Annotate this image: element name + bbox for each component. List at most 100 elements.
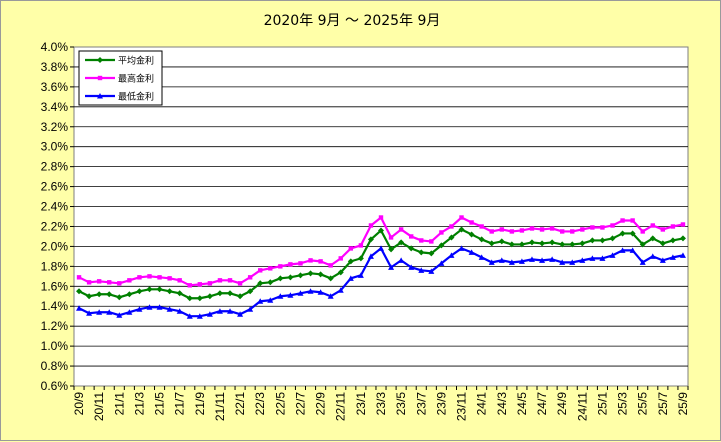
data-point (479, 224, 484, 229)
data-point (599, 255, 606, 261)
data-point (126, 291, 133, 298)
data-point (308, 258, 313, 263)
y-tick-label: 3.8% (41, 60, 69, 74)
data-point (458, 245, 465, 251)
data-point (76, 275, 82, 280)
chart-title: 2020年 9月 ～ 2025年 9月 (264, 13, 441, 29)
series-lines (76, 215, 686, 319)
data-point (438, 242, 445, 249)
data-point (639, 259, 646, 265)
data-point (96, 309, 103, 315)
data-point (317, 289, 324, 295)
data-point (408, 234, 414, 239)
x-tick-label: 23/5 (394, 392, 408, 416)
x-axis-ticks: 20/9 20/11 21/1 21/3 21/5 21/7 21/9 21/11 22/1 22… (72, 386, 690, 421)
data-point (659, 240, 666, 247)
legend-marker (97, 75, 103, 81)
data-point (347, 275, 354, 281)
data-point (357, 272, 364, 278)
data-point (620, 218, 625, 223)
data-point (488, 240, 495, 247)
data-point (86, 310, 93, 316)
x-tick-label: 23/1 (354, 392, 368, 416)
data-point (86, 280, 92, 285)
data-point (86, 293, 93, 300)
x-tick-label: 25/9 (676, 392, 690, 416)
data-point (347, 258, 354, 265)
data-point (570, 229, 575, 234)
x-tick-label: 22/9 (314, 392, 328, 416)
data-point (398, 239, 405, 246)
data-point (106, 291, 113, 298)
data-point (539, 240, 546, 247)
data-point (358, 243, 364, 248)
data-point (378, 215, 384, 220)
y-tick-label: 1.0% (41, 339, 69, 353)
x-tick-label: 24/1 (475, 392, 489, 416)
data-point (176, 308, 183, 314)
data-point (448, 234, 455, 241)
y-axis-ticks: 0.6% 0.8% 1.0% 1.2% 1.4% 1.6% 1.8% 2.0% 2.2% 2.4%… (41, 40, 74, 393)
data-point (469, 220, 474, 225)
data-point (459, 215, 464, 220)
data-point (569, 259, 576, 265)
data-point (468, 231, 475, 238)
data-point (257, 298, 264, 304)
y-tick-label: 1.4% (41, 299, 69, 313)
data-point (610, 223, 615, 228)
data-point (297, 290, 304, 296)
data-point (166, 306, 173, 312)
x-tick-label: 22/5 (273, 392, 287, 416)
y-tick-label: 1.6% (41, 279, 69, 293)
data-point (589, 255, 596, 261)
data-point (147, 274, 152, 279)
legend-label: 最高金利 (118, 73, 154, 85)
x-tick-label: 20/9 (72, 392, 86, 416)
data-point (478, 254, 485, 260)
data-point (106, 309, 113, 315)
data-point (217, 278, 223, 283)
data-point (258, 268, 263, 273)
data-point (528, 239, 535, 246)
data-point (579, 240, 586, 247)
data-point (609, 252, 616, 258)
y-tick-label: 2.2% (41, 219, 69, 233)
x-tick-label: 23/3 (374, 392, 388, 416)
data-point (96, 291, 103, 298)
data-point (519, 228, 525, 233)
data-point (216, 308, 223, 314)
data-point (398, 227, 404, 232)
data-point (659, 257, 666, 263)
data-point (107, 280, 112, 285)
data-point (126, 309, 133, 315)
legend-label: 平均金利 (118, 55, 154, 67)
data-point (247, 288, 254, 295)
y-tick-label: 1.8% (41, 259, 69, 273)
x-tick-label: 21/3 (132, 392, 146, 416)
data-point (428, 250, 435, 257)
data-point (418, 249, 425, 256)
data-point (287, 274, 294, 281)
data-point (388, 235, 394, 240)
data-point (679, 252, 686, 258)
data-point (660, 227, 666, 232)
data-point (227, 308, 234, 314)
data-point (267, 297, 274, 303)
x-tick-label: 22/1 (233, 392, 247, 416)
data-point (317, 271, 324, 278)
data-point (619, 247, 626, 253)
data-point (327, 293, 334, 299)
data-point (278, 264, 283, 269)
data-point (518, 258, 525, 264)
data-point (528, 256, 535, 262)
y-tick-label: 0.8% (41, 359, 69, 373)
data-point (368, 223, 374, 228)
data-point (559, 241, 566, 248)
data-point (669, 254, 676, 260)
x-tick-label: 25/7 (656, 392, 670, 416)
x-tick-label: 24/9 (555, 392, 569, 416)
data-point (378, 245, 384, 251)
data-point (227, 278, 233, 283)
